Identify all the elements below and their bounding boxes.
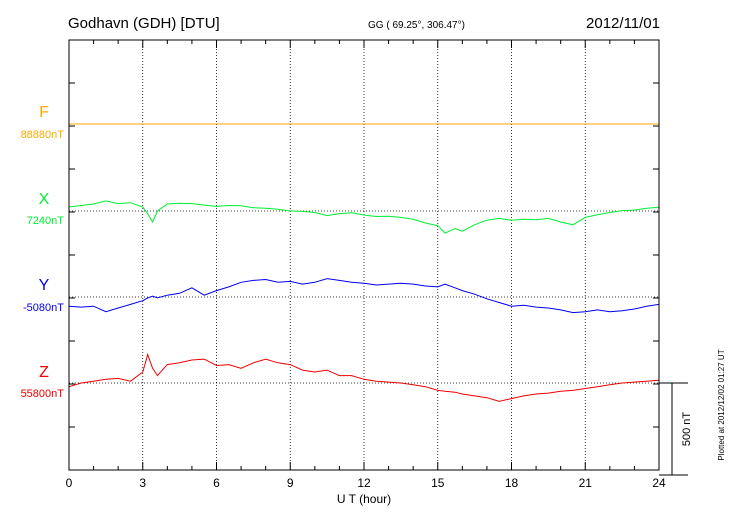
component-name-y: Y: [39, 277, 50, 294]
axis-ticks: [68, 40, 660, 470]
x-tick-label: 21: [579, 476, 593, 490]
x-tick-labels: 0 3 6 9 12 15 18 21 24: [66, 476, 666, 490]
plotted-timestamp: Plotted at 2012/12/02 01:27 UT: [717, 349, 726, 460]
baseline-value-f: 88880nT: [21, 129, 65, 141]
scale-bar-label: 500 nT: [681, 412, 693, 447]
x-tick-label: 3: [139, 476, 146, 490]
x-tick-label: 9: [287, 476, 294, 490]
trace-z: [68, 352, 660, 402]
component-name-z: Z: [39, 364, 49, 381]
trace-x: [68, 200, 660, 234]
component-name-x: X: [39, 191, 50, 208]
baseline-value-y: -5080nT: [23, 302, 64, 314]
x-tick-label: 12: [357, 476, 371, 490]
plot-date: 2012/11/01: [586, 15, 660, 32]
scale-bar: 500 nT: [659, 382, 693, 476]
baseline-value-x: 7240nT: [27, 215, 65, 227]
traces: [68, 123, 660, 402]
component-labels: F 88880nT X 7240nT Y -5080nT Z 55800nT: [21, 104, 65, 400]
plot-frame: [68, 39, 660, 471]
x-tick-label: 6: [213, 476, 220, 490]
component-name-f: F: [39, 104, 49, 121]
x-tick-label: 0: [66, 476, 73, 490]
x-tick-label: 15: [431, 476, 445, 490]
x-tick-label: 24: [652, 476, 666, 490]
grid-lines: [142, 40, 586, 470]
x-tick-label: 18: [505, 476, 519, 490]
x-axis-label: U T (hour): [337, 492, 391, 506]
station-title: Godhavn (GDH) [DTU]: [68, 15, 220, 32]
baseline-value-z: 55800nT: [21, 388, 65, 400]
trace-y: [68, 278, 660, 314]
station-coordinates: GG ( 69.25°, 306.47°): [368, 20, 465, 31]
